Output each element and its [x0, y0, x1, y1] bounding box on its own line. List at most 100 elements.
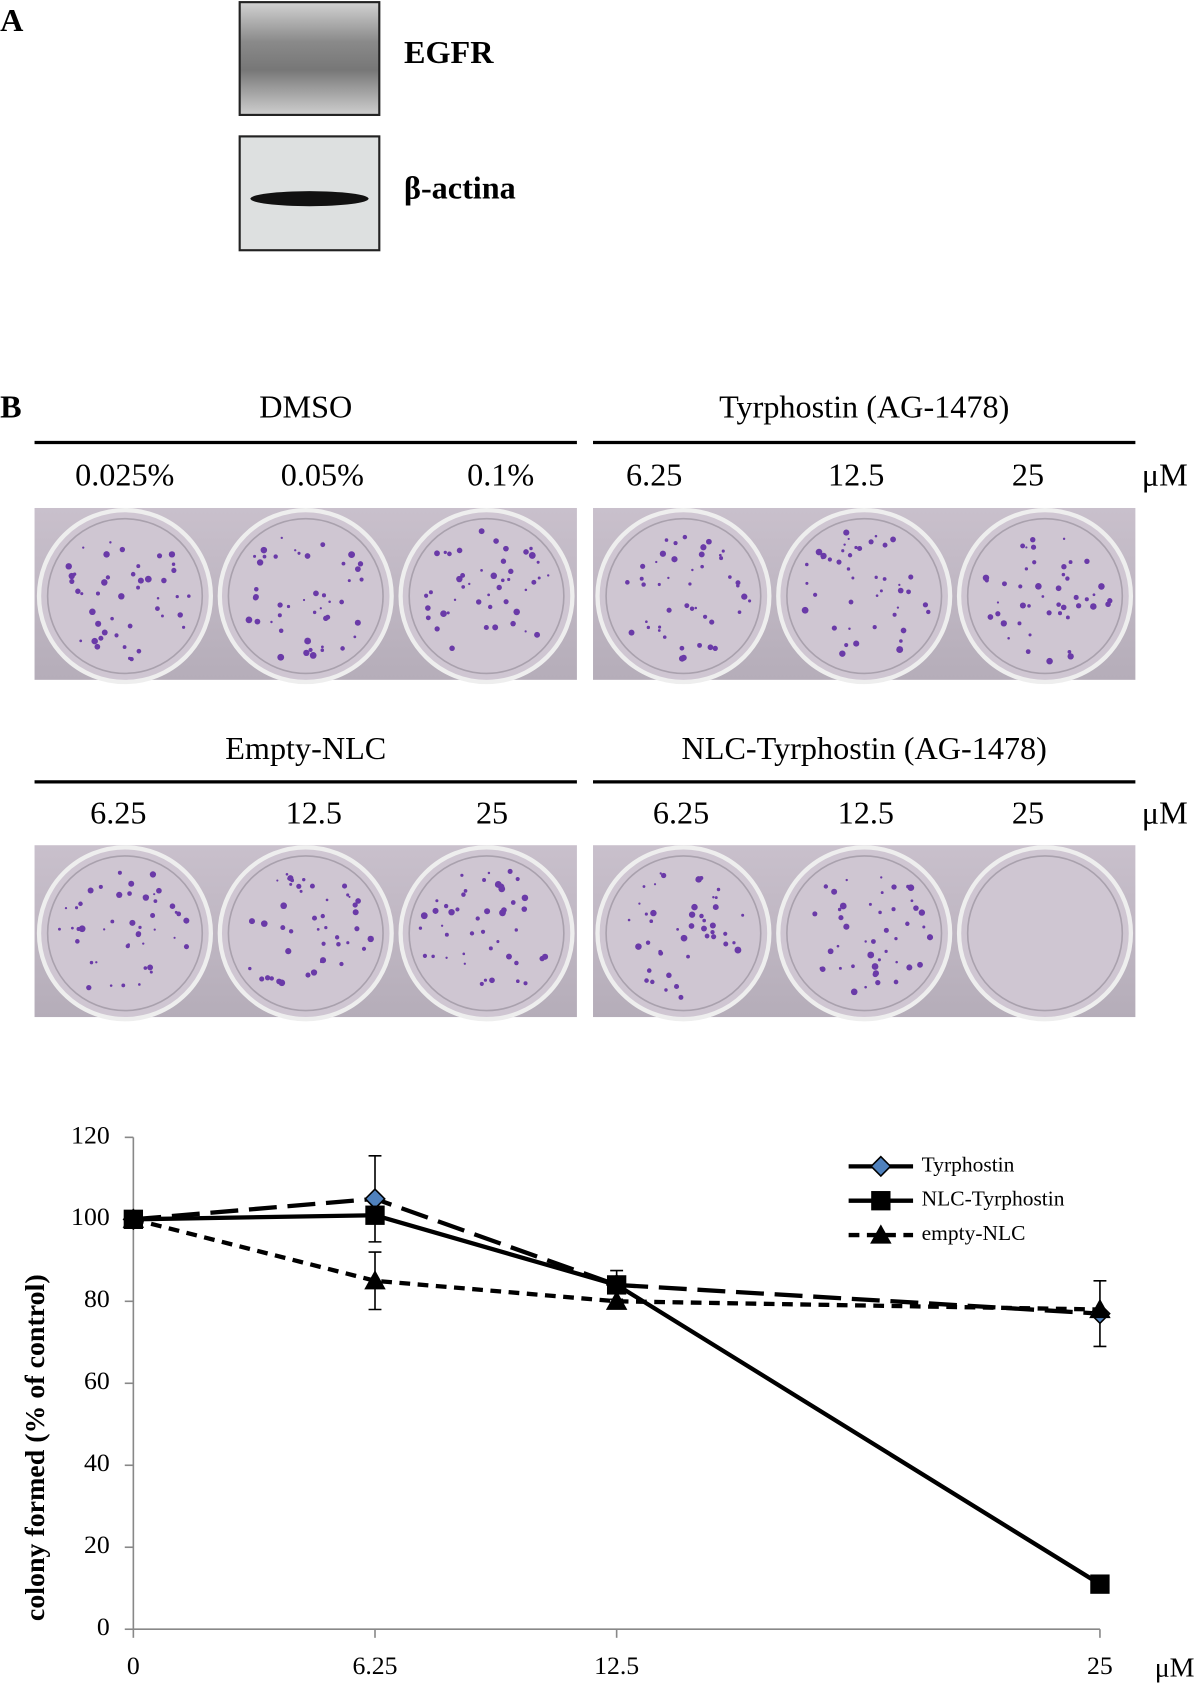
dose-label: 6.25 — [626, 456, 682, 492]
colony — [103, 551, 110, 558]
colony — [813, 592, 818, 597]
colony — [129, 919, 136, 926]
colony — [475, 599, 482, 605]
colony — [880, 891, 884, 895]
colony — [514, 960, 519, 966]
colony — [700, 564, 704, 569]
colony — [444, 932, 449, 937]
actin-band — [250, 191, 369, 207]
colony — [313, 590, 319, 597]
colony — [355, 566, 361, 572]
colony — [109, 541, 112, 544]
colony — [270, 620, 273, 624]
colony — [144, 575, 152, 583]
colony — [136, 585, 140, 590]
well-inner — [408, 855, 565, 1012]
colony — [1065, 615, 1070, 620]
colony — [664, 538, 669, 542]
colony — [171, 567, 177, 573]
colony — [153, 928, 156, 931]
colony — [171, 562, 176, 566]
colony — [493, 538, 499, 544]
colony — [627, 918, 631, 922]
colony — [917, 961, 923, 968]
unit-label: μM — [1142, 795, 1188, 831]
y-axis-label: colony formed (% of control) — [20, 1274, 51, 1621]
colony — [311, 915, 318, 921]
colony — [678, 655, 686, 662]
colony — [895, 960, 898, 964]
colony — [1019, 602, 1026, 609]
colony — [721, 549, 725, 553]
colony — [286, 604, 291, 609]
colony — [913, 905, 919, 911]
colony — [336, 941, 341, 947]
dose-label: 25 — [1012, 795, 1044, 831]
colony — [827, 948, 834, 955]
colony — [879, 589, 883, 593]
colony — [995, 611, 1001, 617]
colony — [823, 884, 829, 889]
colony — [89, 608, 96, 616]
colony — [136, 648, 142, 654]
colony — [845, 878, 848, 882]
colony — [285, 872, 289, 876]
colony — [694, 606, 698, 610]
colony — [304, 553, 311, 559]
colony — [264, 975, 271, 981]
colony — [645, 940, 651, 945]
colony — [680, 934, 688, 942]
colony — [537, 576, 541, 580]
colony — [168, 551, 176, 558]
colony — [736, 584, 740, 588]
data-point — [122, 1208, 145, 1228]
colony — [684, 603, 690, 609]
colony — [702, 614, 708, 619]
colony — [704, 933, 710, 939]
colony — [287, 875, 294, 882]
colony — [528, 552, 536, 559]
colony — [254, 587, 259, 592]
colony — [488, 946, 493, 951]
series-line — [133, 1213, 1102, 1586]
colony — [269, 976, 274, 981]
colony — [851, 576, 855, 580]
colony — [1092, 593, 1096, 597]
colony — [479, 981, 484, 986]
colony — [508, 568, 514, 575]
y-tick-label: 0 — [97, 1612, 110, 1641]
colony — [521, 906, 528, 912]
colony — [1000, 620, 1007, 627]
colony — [1030, 544, 1037, 550]
well — [398, 845, 575, 1022]
colony — [252, 594, 259, 601]
colony — [854, 545, 858, 550]
colony — [893, 979, 899, 985]
colony — [354, 926, 360, 932]
colony — [95, 591, 101, 596]
colony — [688, 582, 692, 586]
colony — [1027, 604, 1031, 608]
colony — [872, 624, 877, 630]
series-line — [133, 1196, 1101, 1316]
legend-label: Tyrphostin — [922, 1152, 1015, 1176]
well-inner — [46, 855, 204, 1012]
colony — [723, 941, 729, 947]
colony — [1098, 583, 1105, 590]
colony — [461, 585, 466, 589]
colony — [305, 972, 311, 978]
colony — [838, 915, 844, 921]
colony — [539, 955, 545, 962]
colony — [646, 968, 652, 973]
colony — [660, 872, 667, 879]
colony — [446, 611, 450, 615]
colony — [635, 943, 642, 950]
colony — [156, 596, 160, 600]
colony — [868, 539, 874, 545]
colony — [1046, 610, 1052, 616]
data-point — [1089, 1298, 1111, 1319]
colony — [78, 901, 83, 907]
colony — [710, 929, 715, 935]
colony — [359, 577, 364, 582]
colony — [723, 931, 728, 936]
